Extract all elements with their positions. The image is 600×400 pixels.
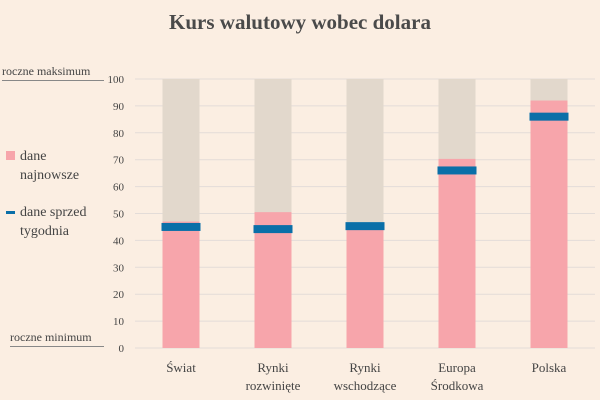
y-tick-label: 100 <box>108 74 125 86</box>
x-tick-label: Środkowa <box>431 378 484 393</box>
marker-week-ago <box>345 222 385 231</box>
annotation-min: roczne minimum <box>10 330 104 347</box>
y-tick-label: 0 <box>119 343 125 355</box>
x-tick-label: rozwinięte <box>246 378 301 393</box>
x-tick-label: Polska <box>532 360 567 375</box>
bar-latest <box>162 221 200 348</box>
legend-swatch-pink <box>6 151 15 160</box>
x-tick-label: Rynki <box>257 360 289 375</box>
legend-label: dane najnowsze <box>20 149 80 183</box>
legend-item-latest: dane najnowsze <box>6 147 95 185</box>
bar-latest <box>254 212 292 348</box>
bar-latest <box>438 158 476 348</box>
marker-week-ago <box>253 225 293 234</box>
x-tick-label: Europa <box>438 360 476 375</box>
y-tick-label: 30 <box>113 262 125 274</box>
x-tick-label: Świat <box>166 360 196 375</box>
bar-latest <box>346 224 384 348</box>
chart-title: Kurs walutowy wobec dolara <box>169 10 431 34</box>
y-tick-label: 90 <box>113 101 125 113</box>
annotation-max: roczne maksimum <box>2 64 104 81</box>
x-tick-label: wschodzące <box>334 378 397 393</box>
y-tick-label: 60 <box>113 182 125 194</box>
y-tick-label: 10 <box>113 316 125 328</box>
y-tick-label: 40 <box>113 235 125 247</box>
marker-week-ago <box>529 112 569 121</box>
x-tick-label: Rynki <box>349 360 381 375</box>
y-tick-label: 70 <box>113 155 125 167</box>
marker-week-ago <box>437 166 477 175</box>
legend-label: dane sprzed tygodnia <box>20 205 87 239</box>
y-tick-label: 50 <box>113 209 125 221</box>
legend-item-week-ago: dane sprzed tygodnia <box>6 203 105 241</box>
marker-week-ago <box>161 222 201 231</box>
bar-latest <box>530 100 568 349</box>
legend-swatch-blue <box>6 211 15 215</box>
y-tick-label: 20 <box>113 289 125 301</box>
y-tick-label: 80 <box>113 128 125 140</box>
